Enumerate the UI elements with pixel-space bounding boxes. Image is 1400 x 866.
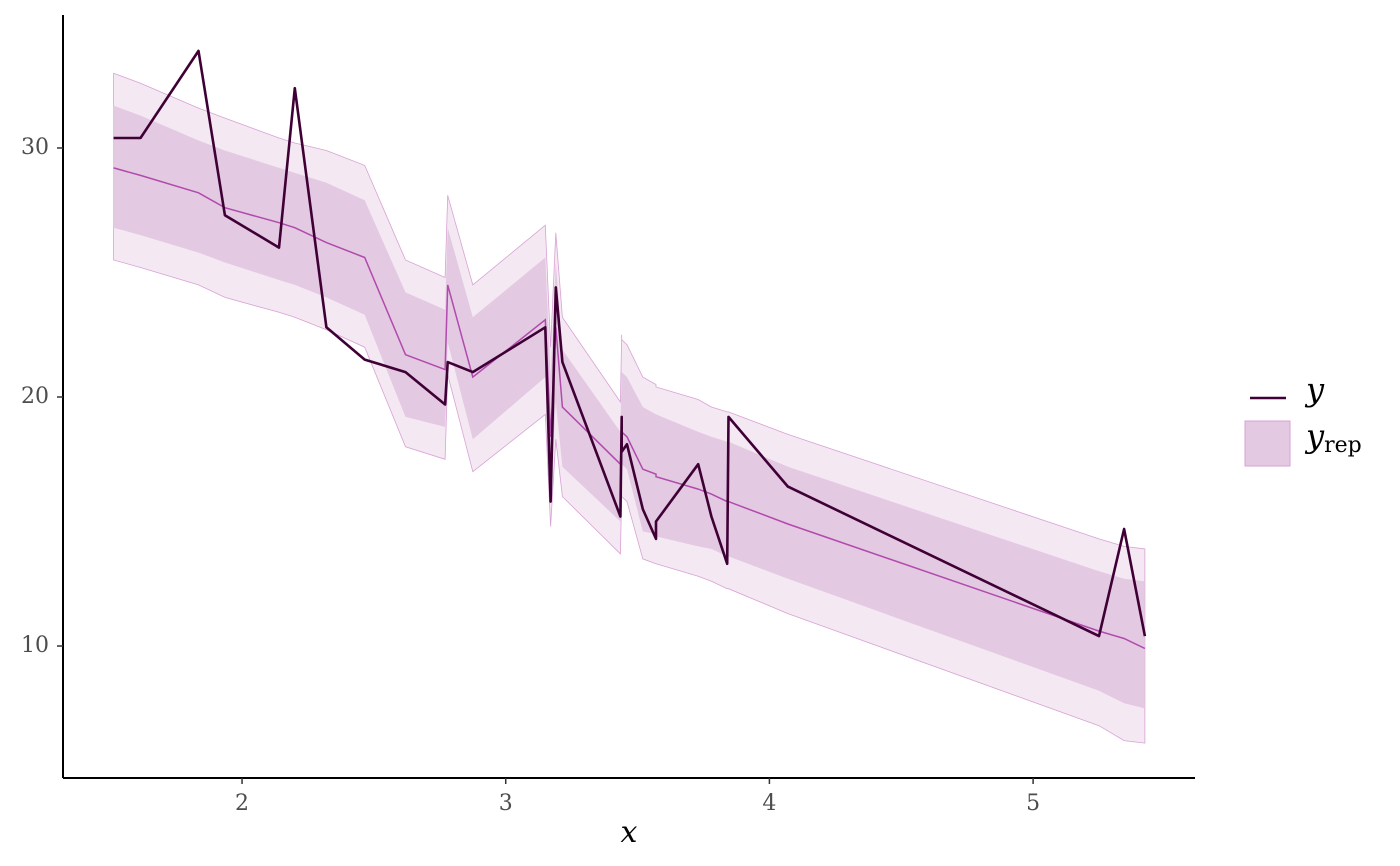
legend-label-subscript: rep xyxy=(1324,433,1362,458)
x-tick-label: 4 xyxy=(762,791,776,816)
y-tick-label: 30 xyxy=(21,135,49,160)
x-tick-label: 5 xyxy=(1026,791,1040,816)
x-tick-label: 2 xyxy=(235,791,249,816)
legend-swatch xyxy=(1244,420,1291,467)
observed-line xyxy=(113,49,1147,638)
inner-band xyxy=(113,105,1145,709)
x-tick-label: 3 xyxy=(499,791,513,816)
y-tick-label: 10 xyxy=(21,633,49,658)
legend-label: y xyxy=(1304,371,1325,409)
legend-label-main: y xyxy=(1304,417,1325,455)
y-tick-label: 20 xyxy=(21,384,49,409)
x-axis-title: x xyxy=(621,815,638,850)
legend-label: yrep xyxy=(1304,417,1362,459)
